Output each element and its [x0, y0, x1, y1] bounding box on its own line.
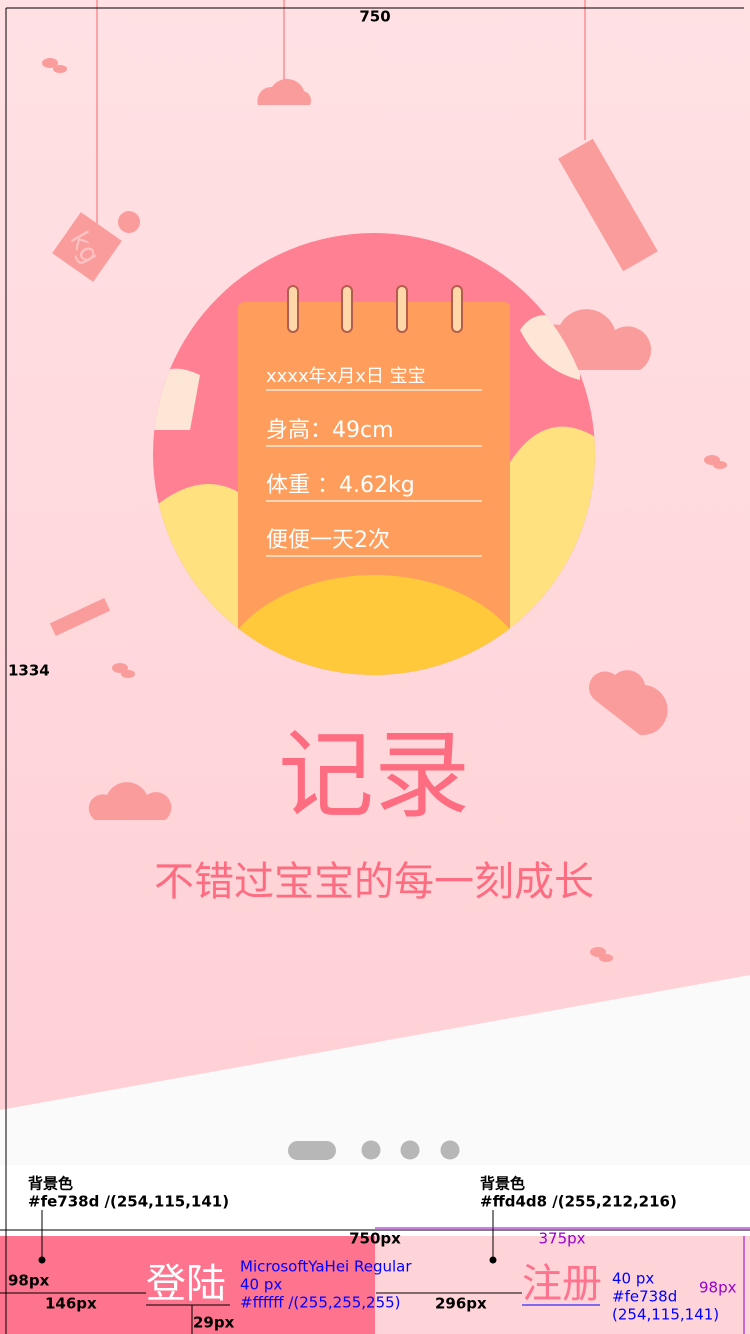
notebook-line: 身高：49cm	[266, 418, 394, 443]
annotation: 29px	[193, 1314, 235, 1332]
register-label[interactable]: 注册	[522, 1261, 602, 1307]
decorations	[42, 0, 727, 962]
register-button[interactable]	[375, 1236, 750, 1334]
annotation-area	[0, 1165, 750, 1236]
annotation: 40 px	[240, 1276, 282, 1294]
annotation: 背景色	[480, 1175, 525, 1193]
annotation: 750px	[349, 1230, 401, 1248]
annotation: 背景色	[28, 1175, 73, 1193]
dimension-label: 750	[359, 8, 390, 26]
annotation: 98px	[8, 1272, 50, 1290]
dimension-label: 1334	[8, 662, 50, 680]
notebook-line: 便便一天2次	[266, 528, 390, 553]
login-label[interactable]: 登陆	[146, 1261, 226, 1307]
annotation: 296px	[435, 1295, 487, 1313]
annotation: #ffffff /(255,255,255)	[240, 1294, 401, 1312]
annotation: 40 px	[612, 1270, 654, 1288]
subtitle: 不错过宝宝的每一刻成长	[154, 859, 594, 905]
notebook-line: xxxx年x月x日 宝宝	[266, 366, 426, 387]
annotation: #fe738d	[612, 1288, 677, 1306]
notebook-rings	[287, 285, 463, 333]
annotation: (254,115,141)	[612, 1306, 719, 1324]
annotation: #ffd4d8 /(255,212,216)	[480, 1193, 677, 1211]
login-button[interactable]	[0, 1236, 375, 1334]
annotation: 375px	[538, 1230, 585, 1248]
annotation: #fe738d /(254,115,141)	[28, 1193, 229, 1211]
notebook-lines	[266, 389, 482, 557]
page-indicator	[288, 1140, 460, 1160]
measure-lines	[0, 7, 750, 1334]
title: 记录	[278, 719, 470, 831]
annotation: MicrosoftYaHei Regular	[240, 1258, 412, 1276]
notebook-line: 体重 ：4.62kg	[266, 473, 415, 498]
annotation: 98px	[699, 1279, 737, 1297]
annotation: 146px	[45, 1295, 97, 1313]
